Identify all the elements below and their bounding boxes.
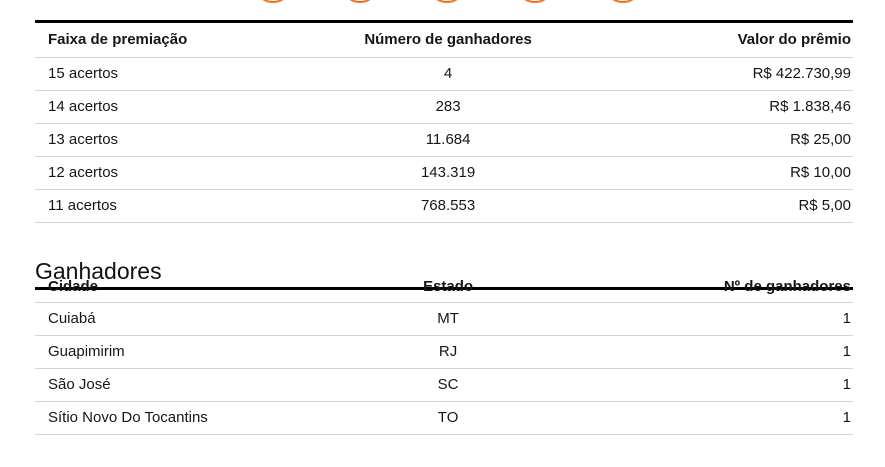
estado-cell: SC [437,376,459,393]
valor-premio-cell: R$ 422.730,99 [752,65,851,82]
column-header-numero-ganhadores: Número de ganhadores [364,31,532,48]
lottery-ball-icon [340,0,380,3]
premiacao-table-row: 11 acertos 768.553 R$ 5,00 [35,190,853,223]
numero-ganhadores-cell: 4 [443,65,453,82]
column-header-estado: Estado [423,278,474,295]
estado-cell: TO [437,409,459,426]
ganhadores-table-row: Sítio Novo Do Tocantins TO 1 [35,402,853,435]
cidade-cell: São José [48,376,111,393]
premiacao-header-row: Faixa de premiação Número de ganhadores … [35,23,853,58]
premiacao-rows: 15 acertos 4 R$ 422.730,99 14 acertos 28… [35,58,853,223]
num-ganhadores-cell: 1 [842,310,851,327]
column-header-num-ganhadores: Nº de ganhadores [723,278,851,295]
ganhadores-section-title: Ganhadores [35,257,853,291]
ganhadores-header-row: Cidade Estado Nº de ganhadores [35,271,853,303]
num-ganhadores-cell: 1 [842,409,851,426]
column-header-valor-premio: Valor do prêmio [737,31,851,48]
ganhadores-table: Cidade Estado Nº de ganhadores Cuiabá MT… [35,271,853,435]
numero-ganhadores-cell: 768.553 [420,197,476,214]
cidade-cell: Cuiabá [48,310,96,327]
faixa-cell: 14 acertos [48,98,119,115]
premiacao-table: Faixa de premiação Número de ganhadores … [35,20,853,223]
valor-premio-cell: R$ 25,00 [790,131,851,148]
premiacao-table-row: 15 acertos 4 R$ 422.730,99 [35,58,853,91]
lottery-ball-icon [515,0,555,3]
cidade-cell: Guapimirim [48,343,125,360]
numero-ganhadores-cell: 283 [435,98,461,115]
cidade-cell: Sítio Novo Do Tocantins [48,409,208,426]
valor-premio-cell: R$ 10,00 [790,164,851,181]
lottery-ball-icon [427,0,467,3]
valor-premio-cell: R$ 5,00 [798,197,851,214]
lottery-ball-icon [253,0,293,3]
numero-ganhadores-cell: 143.319 [420,164,476,181]
estado-cell: RJ [438,343,458,360]
lottery-ball-icon [603,0,643,3]
num-ganhadores-cell: 1 [842,343,851,360]
numero-ganhadores-cell: 11.684 [425,131,471,148]
faixa-cell: 11 acertos [48,197,117,214]
valor-premio-cell: R$ 1.838,46 [769,98,851,115]
ganhadores-table-row: Cuiabá MT 1 [35,303,853,336]
column-header-faixa: Faixa de premiação [48,31,188,48]
faixa-cell: 12 acertos [48,164,119,181]
premiacao-table-row: 14 acertos 283 R$ 1.838,46 [35,91,853,124]
column-header-cidade: Cidade [48,278,99,295]
faixa-cell: 13 acertos [48,131,119,148]
ganhadores-rows: Cuiabá MT 1 Guapimirim RJ 1 São José SC … [35,303,853,435]
num-ganhadores-cell: 1 [842,376,851,393]
premiacao-table-row: 13 acertos 11.684 R$ 25,00 [35,124,853,157]
ganhadores-table-row: Guapimirim RJ 1 [35,336,853,369]
faixa-cell: 15 acertos [48,65,119,82]
premiacao-table-row: 12 acertos 143.319 R$ 10,00 [35,157,853,190]
ganhadores-table-row: São José SC 1 [35,369,853,402]
estado-cell: MT [437,310,459,327]
